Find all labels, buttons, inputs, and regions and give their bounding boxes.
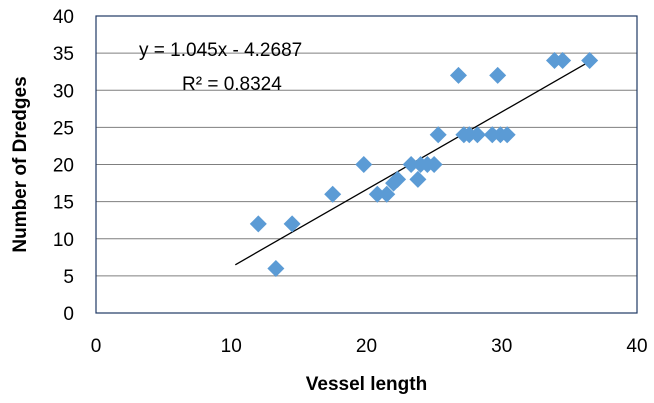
data-point-2 xyxy=(267,259,285,277)
data-point-11 xyxy=(409,170,427,188)
data-points xyxy=(249,52,599,277)
data-point-23 xyxy=(498,126,516,144)
y-tick-label-5: 5 xyxy=(63,267,74,288)
y-tick-label-10: 10 xyxy=(53,230,74,251)
x-tick-label-10: 10 xyxy=(221,336,242,357)
y-tick-label-0: 0 xyxy=(63,304,74,325)
data-point-9 xyxy=(389,170,407,188)
data-point-1 xyxy=(249,215,267,233)
y-tick-label-15: 15 xyxy=(53,193,74,214)
data-point-14 xyxy=(425,156,443,173)
data-point-4 xyxy=(324,185,342,203)
y-axis-ticks: 0 5 10 15 20 25 30 35 40 xyxy=(53,7,74,325)
x-axis-title: Vessel length xyxy=(306,374,427,395)
data-point-5 xyxy=(355,156,373,173)
y-tick-label-25: 25 xyxy=(53,118,74,139)
y-tick-label-30: 30 xyxy=(53,81,74,102)
data-point-6 xyxy=(368,185,386,203)
data-point-19 xyxy=(468,126,486,144)
x-tick-label-0: 0 xyxy=(91,336,102,357)
data-point-16 xyxy=(449,66,467,84)
y-axis-title: Number of Dredges xyxy=(10,76,31,252)
data-point-15 xyxy=(429,126,447,144)
x-axis-ticks: 0 10 20 30 40 xyxy=(91,336,648,357)
data-point-7 xyxy=(378,185,396,203)
data-point-26 xyxy=(581,52,599,70)
r-squared-label: R² = 0.8324 xyxy=(182,74,282,95)
x-tick-label-30: 30 xyxy=(491,336,512,357)
y-tick-label-35: 35 xyxy=(53,44,74,65)
y-tick-label-20: 20 xyxy=(53,156,74,177)
data-point-10 xyxy=(402,156,420,173)
x-tick-label-40: 40 xyxy=(626,336,647,357)
plot-area-border xyxy=(95,15,638,314)
y-tick-label-40: 40 xyxy=(53,7,74,28)
data-point-21 xyxy=(489,66,507,84)
trendline-equation: y = 1.045x - 4.2687 xyxy=(139,40,302,61)
x-tick-label-20: 20 xyxy=(356,336,377,357)
data-point-25 xyxy=(554,52,572,70)
data-point-3 xyxy=(283,215,301,233)
